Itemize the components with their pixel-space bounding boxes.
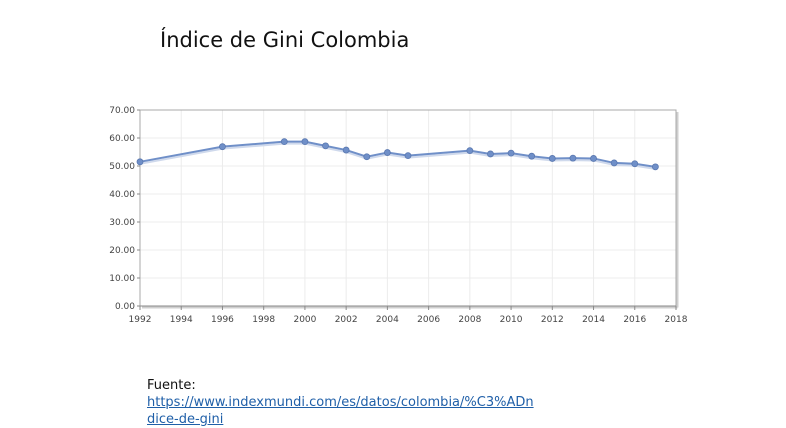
y-tick-label: 30.00: [109, 218, 135, 228]
x-tick-label: 2016: [623, 315, 646, 325]
data-point: [280, 138, 288, 146]
data-point: [569, 154, 577, 162]
data-point: [404, 152, 412, 160]
y-tick-label: 50.00: [109, 162, 135, 172]
chart-axes: [139, 109, 679, 309]
data-point: [219, 143, 226, 151]
chart-grid: [139, 109, 677, 307]
data-point: [322, 142, 329, 150]
source-label: Fuente:: [147, 378, 196, 393]
gini-line-chart: 1992 1994 1996 1998 2000 2002 2004 2006 2008 2010…: [109, 106, 687, 325]
y-tick-label: 40.00: [109, 190, 135, 200]
chart-series: [136, 138, 659, 171]
x-tick-label: 2014: [582, 315, 605, 325]
y-tick-label: 70.00: [109, 106, 135, 116]
x-tick-label: 1994: [170, 315, 193, 325]
data-point: [548, 155, 556, 162]
x-tick-label: 2000: [293, 315, 316, 325]
x-tick-label: 2010: [500, 315, 523, 325]
x-tick-label: 2012: [541, 315, 564, 325]
source-block: Fuente: https://www.indexmundi.com/es/da…: [147, 377, 547, 428]
x-tick-label: 2004: [376, 315, 399, 325]
data-point: [590, 155, 597, 162]
data-point: [610, 159, 618, 167]
data-point: [487, 150, 494, 158]
data-point: [383, 149, 391, 156]
data-point: [342, 146, 350, 154]
source-link[interactable]: https://www.indexmundi.com/es/datos/colo…: [147, 395, 534, 427]
data-point: [507, 149, 515, 157]
x-tick-label: 2006: [417, 315, 440, 325]
x-tick-label: 1996: [211, 315, 234, 325]
y-tick-label: 60.00: [109, 134, 135, 144]
x-tick-label: 2002: [335, 315, 358, 325]
data-point: [363, 153, 371, 161]
data-point: [528, 152, 536, 160]
x-tick-label: 2018: [665, 315, 688, 325]
y-tick-label: 10.00: [109, 274, 135, 284]
data-point: [631, 160, 639, 168]
data-point: [466, 147, 474, 155]
x-tick-label: 2008: [458, 315, 481, 325]
chart-ticks: 1992 1994 1996 1998 2000 2002 2004 2006 2008 2010…: [109, 106, 687, 325]
data-point: [136, 158, 144, 166]
data-point: [651, 163, 659, 171]
y-tick-label: 0.00: [115, 302, 135, 312]
x-tick-label: 1998: [252, 315, 275, 325]
page-title: Índice de Gini Colombia: [160, 28, 410, 52]
data-point: [301, 138, 309, 146]
x-tick-label: 1992: [129, 315, 152, 325]
y-tick-label: 20.00: [109, 246, 135, 256]
plot-area: [140, 110, 676, 306]
